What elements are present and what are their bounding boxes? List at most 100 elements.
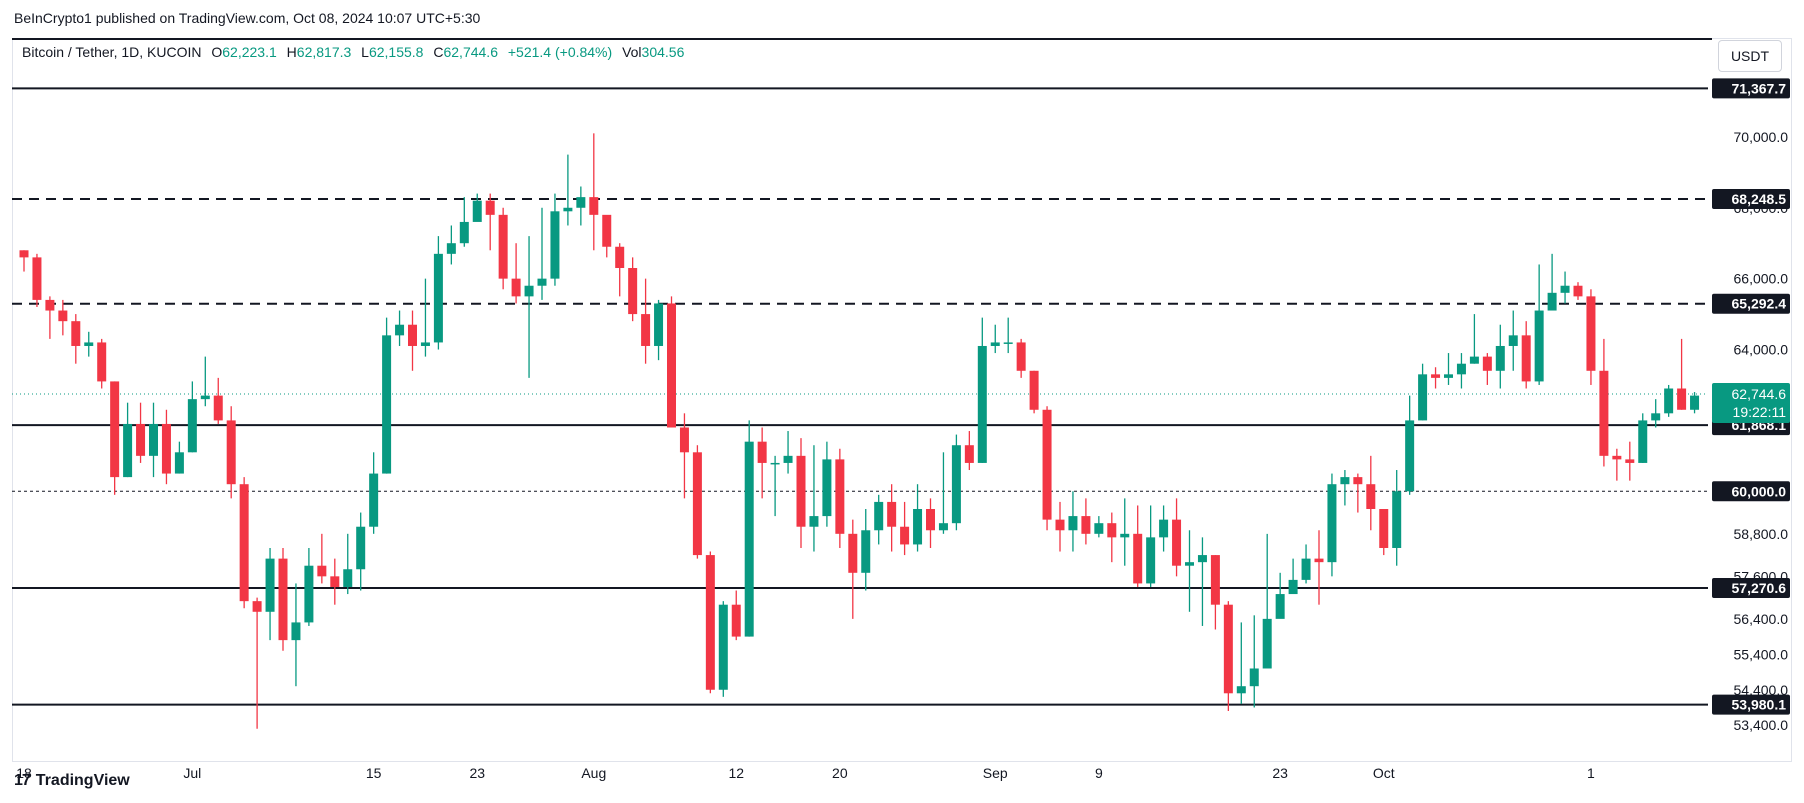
candle-body: [1301, 558, 1311, 580]
candle-body: [1353, 477, 1363, 485]
chart-top-border: [12, 38, 1712, 40]
candle-body: [200, 395, 210, 400]
candle-body: [1431, 374, 1441, 378]
candle-body: [951, 445, 961, 524]
candle-body: [1444, 374, 1453, 378]
x-tick-label: 15: [366, 765, 382, 781]
candle-body: [1029, 370, 1039, 410]
candle-body: [278, 558, 288, 641]
candle-body: [420, 342, 430, 346]
x-tick-label: 20: [832, 765, 848, 781]
candle-body: [239, 484, 249, 602]
level-price-tag: [1712, 694, 1790, 715]
open-label: O: [211, 44, 223, 60]
candle-body: [161, 423, 171, 474]
candle-body: [58, 310, 68, 322]
x-tick-label: Jul: [183, 765, 201, 781]
candle-body: [1288, 579, 1298, 595]
last-price-tag: [1712, 383, 1790, 424]
candle-body: [369, 473, 379, 527]
candle-body: [1625, 459, 1635, 463]
publisher-line: BeInCrypto1 published on TradingView.com…: [14, 10, 481, 26]
candle-body: [615, 246, 625, 269]
candle-body: [1159, 519, 1169, 538]
candle-body: [1651, 413, 1661, 421]
candle-body: [317, 565, 327, 577]
candle-body: [1016, 342, 1026, 371]
candle-body: [576, 197, 586, 208]
candle-body: [123, 423, 133, 478]
candle-body: [1456, 363, 1466, 375]
y-tick-label: 58,800.0: [1734, 526, 1789, 542]
countdown-label: 19:22:11: [1733, 404, 1787, 420]
candle-body: [45, 299, 55, 311]
high-value: 62,817.3: [296, 44, 352, 60]
candle-body: [1534, 310, 1544, 382]
candle-body: [1068, 516, 1078, 531]
candle-body: [822, 459, 832, 517]
candle-body: [1340, 477, 1350, 485]
candle-body: [1133, 533, 1143, 584]
candle-body: [1236, 686, 1246, 694]
candle-body: [71, 321, 81, 346]
candle-body: [1223, 604, 1233, 694]
candle-body: [589, 197, 599, 215]
candle-body: [252, 601, 262, 612]
candle-body: [887, 501, 897, 527]
level-price-tag: [1712, 293, 1790, 314]
candle-body: [874, 501, 884, 531]
x-tick-label: 23: [1272, 765, 1288, 781]
candle-body: [1107, 523, 1117, 538]
x-tick-label: Oct: [1373, 765, 1395, 781]
candle-body: [848, 533, 858, 573]
low-label: L: [361, 44, 369, 60]
candle-body: [1677, 388, 1687, 410]
x-tick-label: 9: [1095, 765, 1103, 781]
candle-body: [395, 324, 405, 336]
symbol-header: Bitcoin / Tether, 1D, KUCOIN O62,223.1 H…: [22, 44, 690, 60]
candle-body: [136, 423, 146, 456]
candle-body: [1573, 285, 1583, 297]
level-price-label: 53,980.1: [1732, 697, 1787, 713]
candle-body: [1521, 335, 1531, 382]
level-price-tag: [1712, 578, 1790, 599]
candle-body: [977, 345, 987, 463]
level-price-label: 60,000.0: [1732, 483, 1787, 499]
candle-body: [382, 335, 392, 474]
volume-value: 304.56: [641, 44, 685, 60]
candle-body: [1172, 519, 1182, 566]
candle-body: [1081, 516, 1091, 534]
candle-body: [1379, 509, 1389, 548]
x-tick-label: Aug: [581, 765, 606, 781]
candle-body: [757, 441, 767, 463]
tradingview-logo-icon: 17: [14, 772, 31, 789]
candle-body: [1508, 335, 1518, 346]
candle-body: [1210, 555, 1220, 605]
candle-body: [770, 462, 780, 465]
candle-body: [796, 455, 806, 527]
tradingview-logo[interactable]: 17 TradingView: [14, 772, 130, 790]
candle-body: [783, 455, 793, 463]
candle-body: [563, 207, 573, 212]
candle-body: [1327, 484, 1337, 563]
footer-brand: TradingView: [35, 772, 130, 789]
candle-body: [330, 576, 340, 587]
candle-body: [1599, 370, 1609, 456]
candle-body: [1042, 409, 1052, 520]
candle-body: [900, 526, 910, 545]
level-price-label: 57,270.6: [1732, 580, 1787, 596]
candle-body: [990, 342, 1000, 346]
currency-button[interactable]: USDT: [1718, 40, 1782, 72]
candle-body: [1547, 292, 1557, 311]
candle-body: [1055, 519, 1065, 531]
level-price-tag: [1712, 78, 1790, 99]
candle-body: [1314, 558, 1324, 563]
candle-body: [1249, 668, 1259, 687]
candle-body: [1185, 562, 1194, 566]
symbol-title[interactable]: Bitcoin / Tether, 1D, KUCOIN: [22, 44, 202, 60]
candle-body: [1197, 555, 1207, 563]
candle-body: [1664, 388, 1674, 414]
candle-body: [1418, 374, 1428, 421]
candle-body: [356, 526, 366, 570]
